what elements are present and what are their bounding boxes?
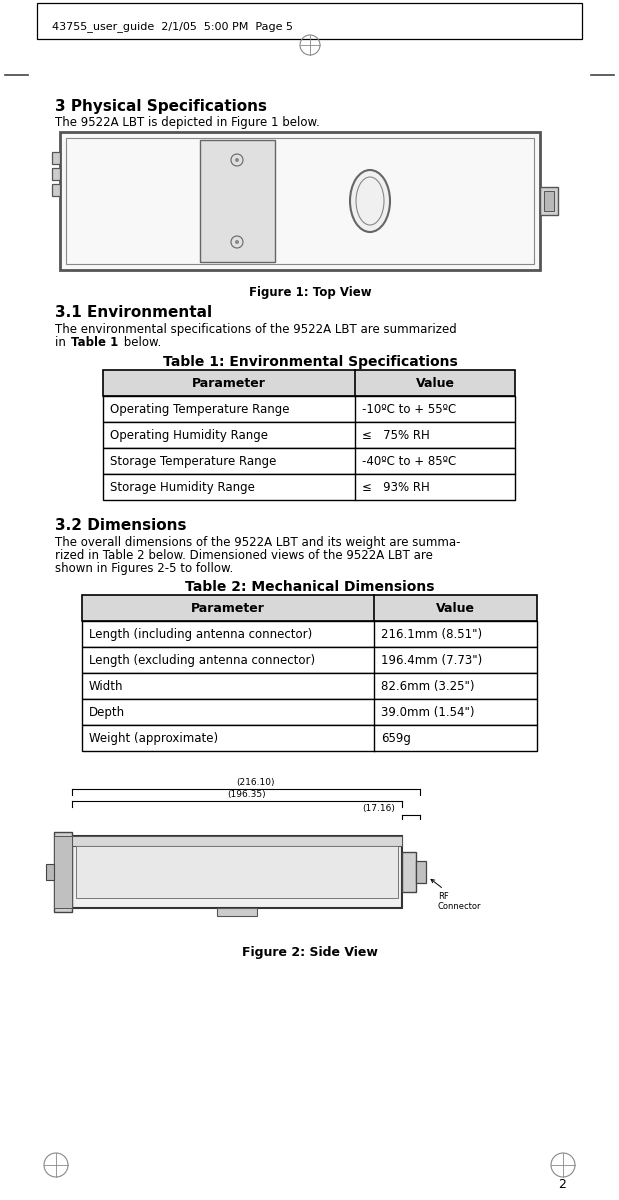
Bar — [54, 836, 72, 908]
Bar — [72, 836, 402, 846]
Text: ≤   93% RH: ≤ 93% RH — [362, 481, 430, 494]
Text: Parameter: Parameter — [192, 377, 266, 390]
Text: 196.4mm (7.73"): 196.4mm (7.73") — [381, 654, 482, 667]
Bar — [46, 864, 54, 880]
Bar — [76, 846, 398, 898]
Text: (17.16): (17.16) — [362, 804, 395, 814]
Text: Value: Value — [415, 377, 454, 390]
Text: Figure 2: Side View: Figure 2: Side View — [242, 946, 378, 959]
Bar — [103, 370, 515, 396]
Bar — [416, 862, 426, 883]
Text: Storage Temperature Range: Storage Temperature Range — [110, 455, 276, 468]
Text: (216.10): (216.10) — [236, 778, 274, 787]
Bar — [66, 138, 534, 264]
Text: 82.6mm (3.25"): 82.6mm (3.25") — [381, 680, 475, 692]
Text: Table 1: Table 1 — [71, 336, 118, 349]
Bar — [82, 673, 537, 698]
Bar — [103, 422, 515, 448]
Text: 216.1mm (8.51"): 216.1mm (8.51") — [381, 628, 482, 641]
Text: Length (including antenna connector): Length (including antenna connector) — [89, 628, 312, 641]
Bar — [52, 152, 60, 164]
Bar — [217, 908, 257, 916]
Text: RF
Connector: RF Connector — [431, 880, 482, 912]
Text: Operating Temperature Range: Operating Temperature Range — [110, 403, 290, 416]
Bar — [37, 2, 582, 38]
Bar — [82, 698, 537, 725]
Text: Width: Width — [89, 680, 124, 692]
Bar — [82, 725, 537, 751]
Text: 43755_user_guide  2/1/05  5:00 PM  Page 5: 43755_user_guide 2/1/05 5:00 PM Page 5 — [52, 20, 293, 32]
Bar — [52, 184, 60, 196]
Text: -10ºC to + 55ºC: -10ºC to + 55ºC — [362, 403, 456, 416]
Text: Depth: Depth — [89, 706, 125, 719]
Text: below.: below. — [120, 336, 162, 349]
Bar — [82, 595, 537, 622]
Text: 3.1 Environmental: 3.1 Environmental — [55, 305, 212, 320]
Text: Parameter: Parameter — [191, 602, 265, 614]
Text: in: in — [55, 336, 69, 349]
Circle shape — [235, 240, 239, 244]
Text: Table 2: Mechanical Dimensions: Table 2: Mechanical Dimensions — [185, 580, 435, 594]
Text: The 9522A LBT is depicted in Figure 1 below.: The 9522A LBT is depicted in Figure 1 be… — [55, 116, 320, 128]
Text: 3 Physical Specifications: 3 Physical Specifications — [55, 98, 267, 114]
Text: 659g: 659g — [381, 732, 411, 745]
Bar — [54, 832, 72, 912]
Text: (196.35): (196.35) — [227, 790, 266, 799]
Text: 2: 2 — [558, 1178, 566, 1190]
Text: Length (excluding antenna connector): Length (excluding antenna connector) — [89, 654, 315, 667]
Text: Value: Value — [436, 602, 475, 614]
Text: Figure 1: Top View: Figure 1: Top View — [249, 286, 371, 299]
Text: Operating Humidity Range: Operating Humidity Range — [110, 428, 268, 442]
Text: Storage Humidity Range: Storage Humidity Range — [110, 481, 255, 494]
Bar — [103, 448, 515, 474]
Text: shown in Figures 2-5 to follow.: shown in Figures 2-5 to follow. — [55, 562, 233, 575]
Circle shape — [235, 158, 239, 162]
Ellipse shape — [350, 170, 390, 232]
Bar — [103, 396, 515, 422]
Bar — [82, 647, 537, 673]
Text: -40ºC to + 85ºC: -40ºC to + 85ºC — [362, 455, 456, 468]
Bar — [72, 836, 402, 908]
Bar — [544, 191, 554, 211]
Bar — [540, 187, 558, 215]
Text: Weight (approximate): Weight (approximate) — [89, 732, 218, 745]
Bar — [103, 474, 515, 500]
Text: 3.2 Dimensions: 3.2 Dimensions — [55, 518, 186, 533]
Text: Table 1: Environmental Specifications: Table 1: Environmental Specifications — [163, 355, 457, 370]
Text: 39.0mm (1.54"): 39.0mm (1.54") — [381, 706, 475, 719]
Bar — [200, 140, 275, 262]
Text: rized in Table 2 below. Dimensioned views of the 9522A LBT are: rized in Table 2 below. Dimensioned view… — [55, 550, 433, 562]
Text: The environmental specifications of the 9522A LBT are summarized: The environmental specifications of the … — [55, 323, 457, 336]
Bar — [52, 168, 60, 180]
Text: The overall dimensions of the 9522A LBT and its weight are summa-: The overall dimensions of the 9522A LBT … — [55, 536, 461, 550]
Bar — [402, 852, 416, 892]
Text: ≤   75% RH: ≤ 75% RH — [362, 428, 430, 442]
Bar — [60, 132, 540, 270]
Bar — [82, 622, 537, 647]
